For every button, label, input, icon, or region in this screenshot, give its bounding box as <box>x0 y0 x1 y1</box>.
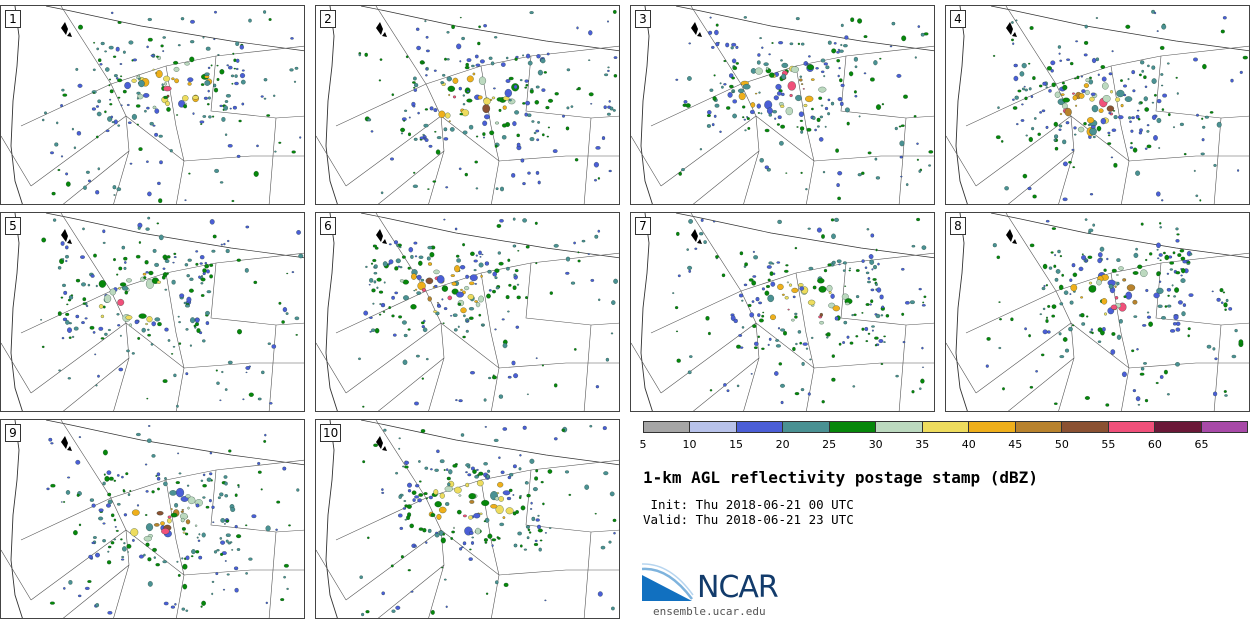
basemap <box>1 420 304 618</box>
colorbar-segment <box>783 422 830 432</box>
colorbar-segment <box>876 422 923 432</box>
colorbar-tick: 15 <box>729 438 744 451</box>
colorbar-tick: 55 <box>1101 438 1116 451</box>
map-panel-3: 3 <box>630 5 935 205</box>
colorbar-tick: 30 <box>868 438 883 451</box>
init-time: Init: Thu 2018-06-21 00 UTC <box>643 497 854 512</box>
colorbar-tick: 45 <box>1008 438 1023 451</box>
colorbar-segment <box>644 422 691 432</box>
map-panel-7: 7 <box>630 212 935 412</box>
map-panel-10: 10 <box>315 419 620 619</box>
colorbar-tick: 10 <box>682 438 697 451</box>
colorbar-segment <box>1108 422 1156 432</box>
panel-number: 5 <box>5 217 21 235</box>
colorbar-tick: 5 <box>639 438 647 451</box>
colorbar-tick: 35 <box>915 438 930 451</box>
colorbar-tick: 20 <box>775 438 790 451</box>
colorbar-tick: 65 <box>1194 438 1209 451</box>
basemap <box>946 213 1249 411</box>
colorbar-segment <box>1062 422 1109 432</box>
colorbar-segment <box>690 422 737 432</box>
colorbar-segment <box>969 422 1016 432</box>
colorbar-tick: 50 <box>1054 438 1069 451</box>
ncar-logo-icon <box>642 563 694 601</box>
ncar-logo-text: NCAR <box>697 570 779 605</box>
colorbar-tick: 40 <box>961 438 976 451</box>
basemap <box>946 6 1249 204</box>
map-panel-2: 2 <box>315 5 620 205</box>
colorbar-tick: 60 <box>1147 438 1162 451</box>
panel-number: 7 <box>635 217 651 235</box>
panel-number: 8 <box>950 217 966 235</box>
colorbar-segment <box>922 422 970 432</box>
colorbar-segment <box>1155 422 1202 432</box>
map-panel-4: 4 <box>945 5 1250 205</box>
reflectivity-colorbar <box>643 421 1248 433</box>
colorbar-segment <box>736 422 784 432</box>
panel-number: 1 <box>5 10 21 28</box>
colorbar-segment <box>1015 422 1063 432</box>
map-panel-5: 5 <box>0 212 305 412</box>
basemap <box>1 6 304 204</box>
basemap <box>1 213 304 411</box>
panel-number: 2 <box>320 10 336 28</box>
basemap <box>631 6 934 204</box>
map-panel-6: 6 <box>315 212 620 412</box>
basemap <box>316 6 619 204</box>
basemap <box>316 213 619 411</box>
colorbar-segment <box>829 422 877 432</box>
basemap <box>316 420 619 618</box>
colorbar-tick-labels: 5 10 15 20 25 30 35 40 45 50 55 60 65 <box>639 438 1248 454</box>
colorbar-tick: 25 <box>822 438 837 451</box>
panel-number: 3 <box>635 10 651 28</box>
map-panel-1: 1 <box>0 5 305 205</box>
map-panel-8: 8 <box>945 212 1250 412</box>
panel-number: 10 <box>320 424 342 442</box>
panel-number: 6 <box>320 217 336 235</box>
valid-time: Valid: Thu 2018-06-21 23 UTC <box>643 512 854 527</box>
colorbar-segment <box>1201 422 1248 432</box>
panel-number: 9 <box>5 424 21 442</box>
map-panel-9: 9 <box>0 419 305 619</box>
figure-title: 1-km AGL reflectivity postage stamp (dBZ… <box>643 468 1038 487</box>
logo-url: ensemble.ucar.edu <box>653 605 766 618</box>
panel-number: 4 <box>950 10 966 28</box>
basemap <box>631 213 934 411</box>
